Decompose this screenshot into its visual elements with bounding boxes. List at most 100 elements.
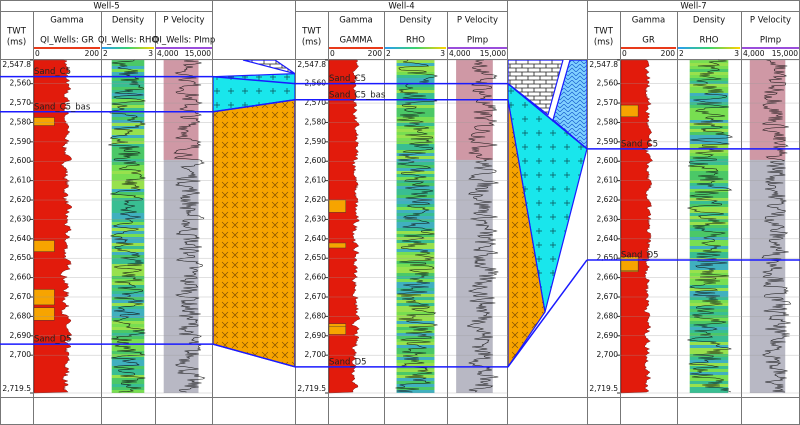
tick-label: 2,580 <box>10 117 32 126</box>
density-band <box>689 261 729 264</box>
density-band <box>111 174 145 177</box>
density-band <box>111 294 145 297</box>
density-band <box>396 327 435 330</box>
density-band <box>111 198 145 201</box>
density-band <box>111 87 145 90</box>
density-band <box>396 297 435 300</box>
density-band <box>111 336 145 339</box>
tick-label: 2,660 <box>305 273 327 282</box>
density-band <box>111 330 145 333</box>
curve-name: QI_Wells: RHO <box>98 36 159 46</box>
density-band <box>689 84 729 87</box>
track-title: P Velocity <box>163 16 204 26</box>
scale-max: 200 <box>661 49 676 58</box>
sand-fill <box>33 117 55 126</box>
scale-bar <box>102 47 154 49</box>
density-band <box>689 372 729 375</box>
density-band <box>689 321 729 324</box>
density-band <box>396 348 435 351</box>
marker-label: Sand_C5_bas <box>329 90 386 100</box>
tick-label: 2,719.5 <box>589 384 618 393</box>
density-band <box>396 363 435 366</box>
density-band <box>111 279 145 282</box>
density-band <box>111 285 145 288</box>
correlation-line <box>507 259 588 368</box>
density-band <box>396 387 435 390</box>
density-band <box>396 75 435 78</box>
density-band <box>689 207 729 210</box>
tick-label: 2,600 <box>597 156 619 165</box>
density-band <box>396 186 435 189</box>
density-band <box>396 267 435 270</box>
density-band <box>111 159 145 162</box>
density-band <box>396 123 435 126</box>
density-band <box>111 363 145 366</box>
density-band <box>689 324 729 327</box>
density-band <box>689 336 729 339</box>
density-band <box>111 69 145 72</box>
density-band <box>689 252 729 255</box>
tick-label: 2,670 <box>10 292 32 301</box>
track-title: Gamma <box>339 16 373 26</box>
density-band <box>396 246 435 249</box>
tick-label: 2,680 <box>305 311 327 320</box>
scale-min: 2 <box>679 49 684 58</box>
tick-label: 2,650 <box>10 253 32 262</box>
density-band <box>396 162 435 165</box>
density-band <box>111 333 145 336</box>
tick-label: 2,630 <box>10 214 32 223</box>
twt-unit: (ms) <box>302 38 321 48</box>
density-band <box>111 321 145 324</box>
density-band <box>689 369 729 372</box>
density-band <box>689 255 729 258</box>
density-band <box>111 318 145 321</box>
tick-label: 2,570 <box>305 98 327 107</box>
density-band <box>111 123 145 126</box>
density-band <box>396 195 435 198</box>
density-band <box>396 204 435 207</box>
density-band <box>396 219 435 222</box>
curve-name: RHO <box>406 36 425 46</box>
tick-label: 2,547.8 <box>2 60 31 69</box>
marker-label: Sand_D5 <box>621 250 659 260</box>
density-band <box>689 81 729 84</box>
scale-min: 4,000 <box>743 49 765 58</box>
density-band <box>689 309 729 312</box>
density-band <box>689 165 729 168</box>
density-band <box>689 231 729 234</box>
density-band <box>396 384 435 387</box>
density-band <box>689 306 729 309</box>
density-band <box>689 69 729 72</box>
tick-label: 2,640 <box>597 234 619 243</box>
density-band <box>396 135 435 138</box>
tick-label: 2,620 <box>305 195 327 204</box>
scale-min: 2 <box>103 49 108 58</box>
tick-label: 2,560 <box>10 79 32 88</box>
curve-name: PImp <box>760 36 781 46</box>
density-band <box>111 288 145 291</box>
marker-label: Sand_C5_bas <box>34 102 91 112</box>
density-band <box>396 114 435 117</box>
scale-max: 200 <box>85 49 100 58</box>
density-band <box>396 342 435 345</box>
scale-bar <box>34 47 100 49</box>
density-band <box>689 189 729 192</box>
density-band <box>111 138 145 141</box>
well-name: Well-7 <box>680 2 706 12</box>
density-band <box>689 246 729 249</box>
density-band <box>396 78 435 81</box>
density-band <box>689 375 729 378</box>
marker-label: Sand_C5 <box>34 67 71 77</box>
scale-max: 3 <box>440 49 445 58</box>
scale-min: 0 <box>622 49 627 58</box>
density-band <box>396 207 435 210</box>
tick-label: 2,580 <box>305 117 327 126</box>
tick-label: 2,690 <box>305 331 327 340</box>
density-band <box>689 192 729 195</box>
density-band <box>111 141 145 144</box>
density-band <box>396 93 435 96</box>
tick-label: 2,680 <box>597 311 619 320</box>
density-band <box>111 93 145 96</box>
density-band <box>396 141 435 144</box>
density-band <box>396 63 435 66</box>
